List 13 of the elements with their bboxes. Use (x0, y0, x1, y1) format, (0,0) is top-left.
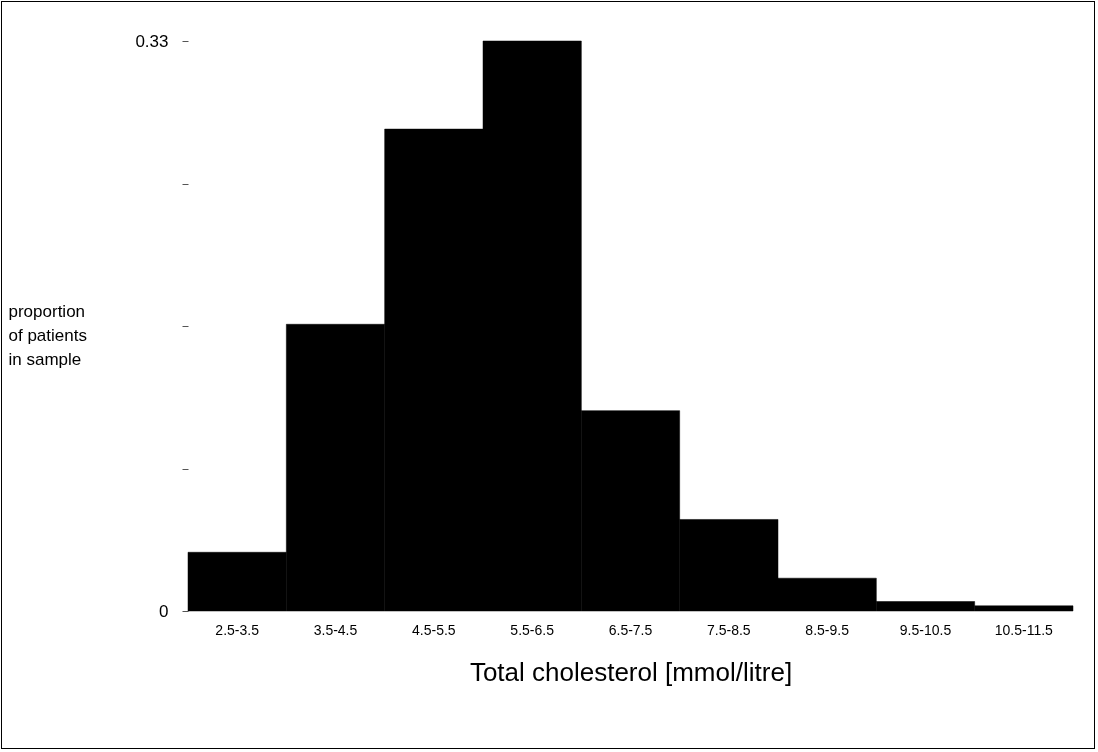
y-tick-label: 0 (159, 601, 169, 621)
x-tick-label: 7.5-8.5 (707, 621, 751, 638)
x-axis-title: Total cholesterol [mmol/litre] (469, 656, 793, 687)
x-tick-label: 4.5-5.5 (412, 621, 456, 638)
x-tick-label: 9.5-10.5 (899, 621, 952, 638)
x-tick-label: 3.5-4.5 (313, 621, 358, 638)
x-tick-label: 8.5-9.5 (805, 621, 850, 638)
x-tick-label: 2.5-3.5 (215, 621, 260, 638)
y-axis-title: proportion of patients in sample (8, 301, 87, 369)
x-tick-label: 6.5-7.5 (608, 621, 653, 638)
x-tick-label: 5.5-6.5 (510, 621, 555, 638)
x-tick-label: 10.5-11.5 (994, 621, 1054, 638)
y-tick-label: 0.33 (135, 31, 169, 51)
